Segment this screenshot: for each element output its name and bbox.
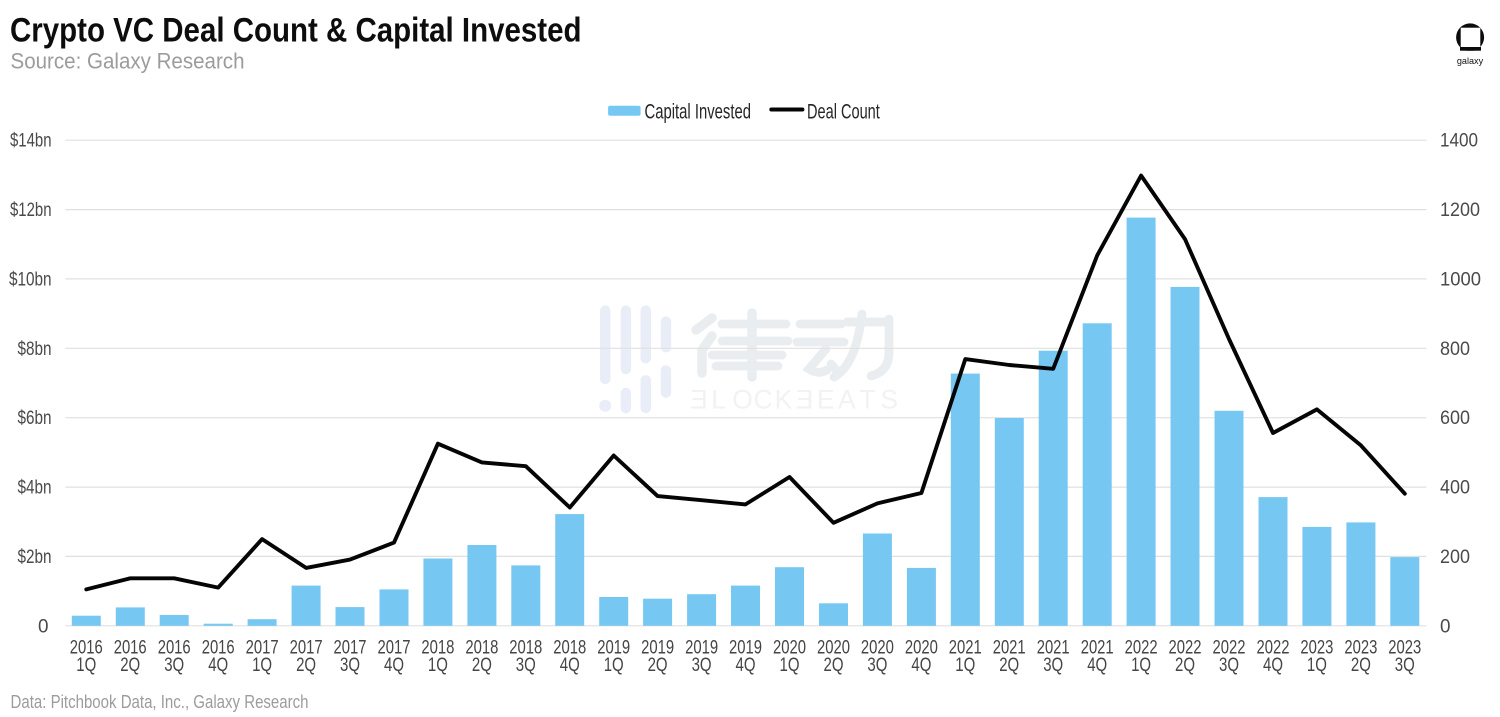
svg-text:3Q: 3Q xyxy=(1219,655,1239,676)
svg-text:0: 0 xyxy=(1440,616,1451,637)
svg-text:$8bn: $8bn xyxy=(18,339,52,360)
svg-text:T: T xyxy=(859,385,875,415)
svg-text:3Q: 3Q xyxy=(867,655,887,676)
svg-text:Source: Galaxy Research: Source: Galaxy Research xyxy=(11,49,245,74)
svg-text:2023: 2023 xyxy=(1388,638,1421,659)
svg-text:2Q: 2Q xyxy=(648,655,668,676)
svg-text:3Q: 3Q xyxy=(1395,655,1415,676)
svg-text:4Q: 4Q xyxy=(1263,655,1283,676)
svg-text:1200: 1200 xyxy=(1440,200,1480,221)
svg-text:E: E xyxy=(690,385,708,415)
svg-text:O: O xyxy=(732,385,753,415)
svg-text:S: S xyxy=(880,385,898,415)
svg-text:200: 200 xyxy=(1440,547,1470,568)
svg-text:2Q: 2Q xyxy=(1175,655,1195,676)
svg-text:E: E xyxy=(796,385,814,415)
svg-text:3Q: 3Q xyxy=(1043,655,1063,676)
svg-text:2020: 2020 xyxy=(905,638,938,659)
svg-text:2023: 2023 xyxy=(1300,638,1333,659)
svg-text:2020: 2020 xyxy=(773,638,806,659)
svg-text:600: 600 xyxy=(1440,408,1470,429)
svg-text:2016: 2016 xyxy=(202,638,235,659)
svg-text:$10bn: $10bn xyxy=(9,269,52,290)
svg-text:1Q: 1Q xyxy=(604,655,624,676)
svg-text:4Q: 4Q xyxy=(736,655,756,676)
svg-text:2016: 2016 xyxy=(114,638,147,659)
svg-text:K: K xyxy=(775,385,793,415)
svg-text:1Q: 1Q xyxy=(780,655,800,676)
svg-text:2Q: 2Q xyxy=(999,655,1019,676)
svg-text:2021: 2021 xyxy=(993,638,1026,659)
svg-text:2017: 2017 xyxy=(246,638,279,659)
svg-text:$14bn: $14bn xyxy=(10,131,52,152)
svg-text:2019: 2019 xyxy=(729,638,762,659)
svg-text:1Q: 1Q xyxy=(428,655,448,676)
svg-text:800: 800 xyxy=(1440,339,1470,360)
svg-text:2016: 2016 xyxy=(70,638,103,659)
svg-text:1000: 1000 xyxy=(1440,269,1481,290)
svg-text:C: C xyxy=(754,385,773,415)
svg-text:2017: 2017 xyxy=(334,638,367,659)
svg-text:2020: 2020 xyxy=(861,638,894,659)
svg-text:2018: 2018 xyxy=(509,638,542,659)
svg-text:0: 0 xyxy=(38,616,49,637)
svg-text:2021: 2021 xyxy=(949,638,982,659)
svg-text:2019: 2019 xyxy=(641,638,674,659)
svg-text:4Q: 4Q xyxy=(1087,655,1107,676)
svg-text:4Q: 4Q xyxy=(560,655,580,676)
svg-text:Crypto VC Deal Count & Capital: Crypto VC Deal Count & Capital Invested xyxy=(10,11,582,49)
svg-text:$6bn: $6bn xyxy=(18,408,52,429)
svg-text:2020: 2020 xyxy=(817,638,850,659)
svg-text:2022: 2022 xyxy=(1213,638,1246,659)
svg-text:2021: 2021 xyxy=(1037,638,1070,659)
svg-text:4Q: 4Q xyxy=(911,655,931,676)
svg-text:Capital Invested: Capital Invested xyxy=(645,100,752,123)
svg-text:2Q: 2Q xyxy=(472,655,492,676)
svg-text:L: L xyxy=(711,385,726,415)
svg-text:2019: 2019 xyxy=(597,638,630,659)
svg-text:2017: 2017 xyxy=(290,638,323,659)
svg-text:3Q: 3Q xyxy=(516,655,536,676)
svg-text:$4bn: $4bn xyxy=(18,478,52,499)
svg-text:2022: 2022 xyxy=(1125,638,1158,659)
svg-text:2021: 2021 xyxy=(1081,638,1114,659)
svg-text:2Q: 2Q xyxy=(1351,655,1371,676)
svg-text:1Q: 1Q xyxy=(955,655,975,676)
svg-text:3Q: 3Q xyxy=(164,655,184,676)
svg-text:2018: 2018 xyxy=(553,638,586,659)
svg-text:1Q: 1Q xyxy=(252,655,272,676)
svg-text:2Q: 2Q xyxy=(120,655,140,676)
svg-text:2018: 2018 xyxy=(465,638,498,659)
svg-text:2Q: 2Q xyxy=(824,655,844,676)
svg-text:2022: 2022 xyxy=(1257,638,1290,659)
svg-text:4Q: 4Q xyxy=(208,655,228,676)
svg-text:A: A xyxy=(838,385,856,415)
svg-text:2018: 2018 xyxy=(421,638,454,659)
svg-text:Deal Count: Deal Count xyxy=(807,100,880,123)
svg-text:1400: 1400 xyxy=(1440,131,1478,152)
svg-text:2022: 2022 xyxy=(1169,638,1202,659)
svg-text:2019: 2019 xyxy=(685,638,718,659)
svg-text:2017: 2017 xyxy=(378,638,411,659)
svg-text:Data: Pitchbook Data, Inc., Ga: Data: Pitchbook Data, Inc., Galaxy Resea… xyxy=(11,692,309,712)
svg-text:2Q: 2Q xyxy=(296,655,316,676)
svg-text:2016: 2016 xyxy=(158,638,191,659)
svg-text:3Q: 3Q xyxy=(692,655,712,676)
svg-text:$12bn: $12bn xyxy=(10,200,52,221)
svg-text:1Q: 1Q xyxy=(76,655,96,676)
svg-text:1Q: 1Q xyxy=(1307,655,1327,676)
svg-text:4Q: 4Q xyxy=(384,655,404,676)
svg-text:E: E xyxy=(817,385,835,415)
svg-text:400: 400 xyxy=(1440,478,1470,499)
svg-text:galaxy: galaxy xyxy=(1457,56,1484,67)
svg-text:1Q: 1Q xyxy=(1131,655,1151,676)
svg-text:2023: 2023 xyxy=(1344,638,1377,659)
svg-text:3Q: 3Q xyxy=(340,655,360,676)
svg-text:$2bn: $2bn xyxy=(18,547,52,568)
